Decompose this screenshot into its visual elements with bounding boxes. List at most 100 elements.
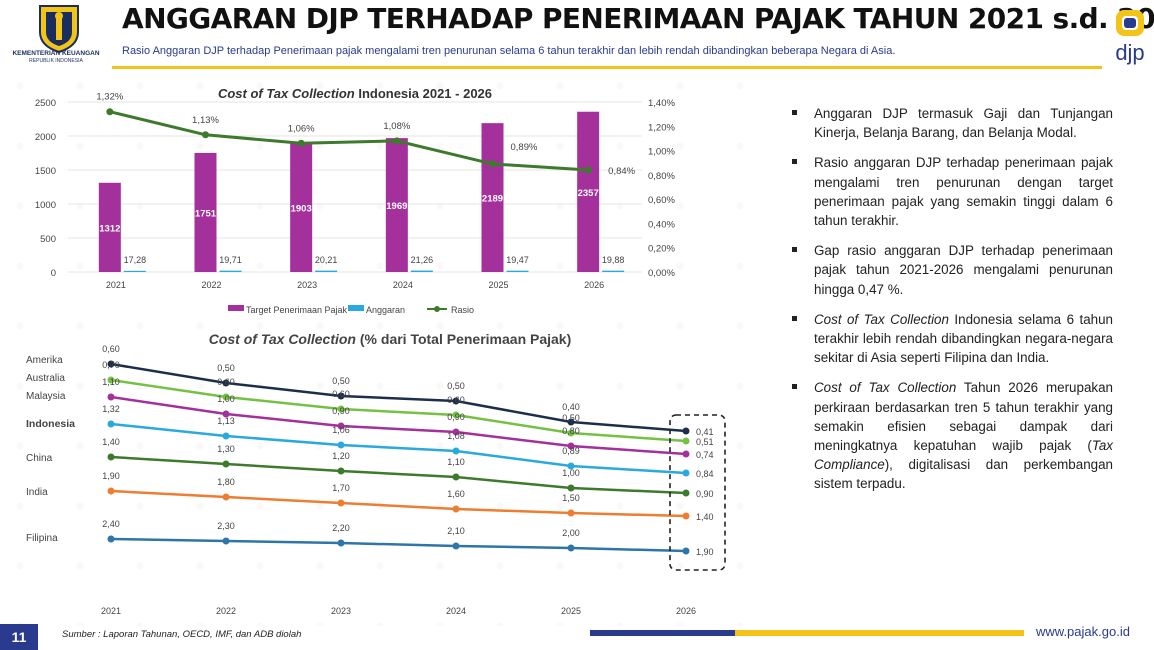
chart-title: Cost of Tax Collection (% dari Total Pen… xyxy=(209,331,572,347)
bullet-item: Anggaran DJP termasuk Gaji dan Tunjangan… xyxy=(790,104,1113,142)
x-tick-label: 2023 xyxy=(331,606,351,616)
data-label: 0,50 xyxy=(332,376,350,386)
website-link[interactable]: www.pajak.go.id xyxy=(1036,624,1130,639)
x-tick-label: 2022 xyxy=(201,280,221,290)
x-tick-label: 2022 xyxy=(216,606,236,616)
bullet-text: Tax Compliance xyxy=(814,438,1113,473)
page-number: 11 xyxy=(0,624,38,650)
y-tick-label: 2500 xyxy=(35,98,56,109)
series-point xyxy=(107,360,115,368)
series-point xyxy=(452,542,460,550)
series-name-label: India xyxy=(26,487,48,498)
series-point xyxy=(452,428,460,436)
x-tick-label: 2021 xyxy=(101,606,121,616)
bar-target-label: 2357 xyxy=(578,188,599,199)
series-name-label: Filipina xyxy=(26,533,58,544)
series-name-label: Malaysia xyxy=(26,391,66,402)
bar-target-label: 1903 xyxy=(291,203,312,214)
data-label: 0,41 xyxy=(696,427,714,437)
series-point xyxy=(107,420,115,428)
series-point xyxy=(222,537,230,545)
data-label: 1,13 xyxy=(217,416,235,426)
kemenkeu-logo-icon xyxy=(39,5,79,54)
series-name-label: Amerika xyxy=(26,355,63,366)
legend-label: Anggaran xyxy=(366,305,405,315)
data-label: 0,90 xyxy=(332,406,350,416)
bar-target-label: 1969 xyxy=(386,201,407,212)
ratio-point xyxy=(106,108,114,116)
chart-title: Cost of Tax Collection Indonesia 2021 - … xyxy=(218,86,492,101)
cost-of-collection-line-chart: Cost of Tax Collection (% dari Total Pen… xyxy=(26,331,726,616)
ratio-label: 1,32% xyxy=(96,92,123,103)
series-line-indonesia xyxy=(110,422,687,475)
x-tick-label: 2021 xyxy=(106,280,126,290)
ratio-label: 0,84% xyxy=(608,166,635,177)
series-point xyxy=(452,397,460,405)
bar-anggaran xyxy=(219,270,242,272)
bar-target xyxy=(98,182,121,272)
data-label: 0,60 xyxy=(102,344,120,354)
data-label: 1,00 xyxy=(217,394,235,404)
bar-anggaran-label: 21,26 xyxy=(411,255,434,265)
data-label: 0,74 xyxy=(696,450,714,460)
data-label: 2,40 xyxy=(102,519,120,529)
bar-anggaran xyxy=(410,270,433,272)
ratio-label: 1,13% xyxy=(192,115,219,126)
x-tick-label: 2026 xyxy=(676,606,696,616)
data-label: 0,50 xyxy=(447,381,465,391)
y2-tick-label: 1,20% xyxy=(648,122,675,133)
x-tick-label: 2023 xyxy=(297,280,317,290)
series-point xyxy=(452,505,460,513)
legend-label: Target Penerimaan Pajak xyxy=(246,305,348,315)
series-point xyxy=(222,393,230,401)
data-label: 0,60 xyxy=(447,395,465,405)
series-point xyxy=(682,450,690,458)
ratio-point xyxy=(393,137,401,145)
bullet-text: Anggaran DJP termasuk Gaji dan Tunjangan… xyxy=(814,106,1113,141)
data-label: 1,90 xyxy=(696,547,714,557)
series-point xyxy=(452,447,460,455)
bar-target xyxy=(290,142,313,272)
data-label: 0,50 xyxy=(562,413,580,423)
data-label: 2,30 xyxy=(217,521,235,531)
series-point xyxy=(107,393,115,401)
chart-title-rest: (% dari Total Penerimaan Pajak) xyxy=(356,331,571,347)
bar-target xyxy=(385,138,408,272)
y2-tick-label: 1,40% xyxy=(648,98,675,109)
data-label: 0,40 xyxy=(562,402,580,412)
series-point xyxy=(107,376,115,384)
bar-anggaran-label: 19,47 xyxy=(506,255,529,265)
ratio-label: 0,89% xyxy=(511,142,538,153)
ratio-point xyxy=(297,139,305,147)
y-tick-label: 500 xyxy=(40,234,56,245)
series-name-label: China xyxy=(26,453,53,464)
series-name-label: Indonesia xyxy=(26,418,75,430)
data-label: 2,00 xyxy=(562,528,580,538)
data-label: 0,84 xyxy=(696,469,714,479)
background-pattern xyxy=(0,66,770,626)
bullet-text: Indonesia selama 6 tahun terakhir lebih … xyxy=(814,311,1113,366)
bar-anggaran-label: 19,88 xyxy=(602,255,625,265)
bar-anggaran xyxy=(602,270,625,272)
footer-bar-segment xyxy=(735,630,1024,636)
data-label: 2,20 xyxy=(332,523,350,533)
series-line-amerika xyxy=(110,362,687,433)
bar-target-label: 1312 xyxy=(99,223,120,234)
ratio-point xyxy=(202,131,209,139)
data-label: 1,20 xyxy=(332,451,350,461)
data-label: 1,70 xyxy=(332,483,350,493)
bullet-text: Tahun 2026 merupakan perkiraan berdasark… xyxy=(814,380,1113,454)
series-point xyxy=(682,489,690,497)
page-title: ANGGARAN DJP TERHADAP PENERIMAAN PAJAK T… xyxy=(122,2,1154,35)
chart-title-italic: Cost of Tax Collection xyxy=(209,331,356,347)
bullet-item: Cost of Tax Collection Tahun 2026 merupa… xyxy=(790,378,1113,493)
bullet-text: ), digitalisasi dan perkembangan sistem … xyxy=(814,457,1113,492)
series-point xyxy=(452,473,460,481)
series-point xyxy=(337,392,345,400)
data-label: 0,89 xyxy=(562,446,580,456)
data-label: 1,10 xyxy=(447,457,465,467)
series-point xyxy=(107,487,115,495)
footer-color-bar xyxy=(590,630,1024,636)
bullet-text: Cost of Tax Collection xyxy=(814,380,957,396)
data-label: 1,30 xyxy=(217,444,235,454)
